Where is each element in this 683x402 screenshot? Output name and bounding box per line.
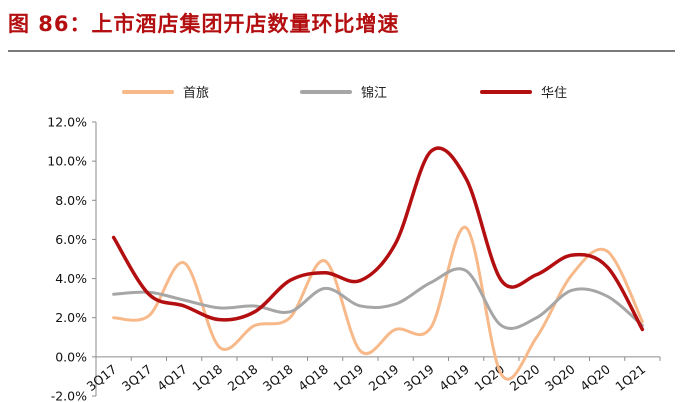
y-tick-label: 4.0% (55, 271, 87, 286)
y-tick-label: -2.0% (51, 389, 87, 402)
x-tick-label: 4Q20 (577, 361, 613, 394)
x-tick-label: 4Q19 (436, 361, 472, 394)
y-tick-label: 0.0% (55, 349, 87, 364)
y-tick-label: 8.0% (55, 193, 87, 208)
chart-legend: 首旅 锦江 华住 (122, 86, 567, 101)
x-axis-labels: 3Q17 3Q17 4Q17 1Q18 2Q18 3Q18 4Q18 1Q19 2Q19 3Q19… (84, 356, 661, 394)
series-lines (111, 146, 645, 381)
x-tick-label: 1Q18 (189, 361, 225, 394)
x-tick-label: 3Q17 (84, 361, 120, 394)
x-tick-label: 1Q20 (471, 361, 507, 394)
chart-axes (95, 122, 660, 396)
title-divider (8, 50, 675, 52)
x-tick-label: 1Q19 (330, 361, 366, 394)
y-axis-labels: 12.0% 10.0% 8.0% 6.0% 4.0% 2.0% 0.0% -2.0% (47, 115, 96, 402)
x-tick-label: 4Q18 (295, 361, 331, 394)
x-tick-label: 3Q20 (542, 361, 578, 394)
figure-title: 图 86：上市酒店集团开店数量环比增速 (8, 12, 400, 36)
legend-label-2: 锦江 (361, 86, 387, 101)
x-tick-label: 3Q18 (260, 361, 296, 394)
y-tick-label: 2.0% (55, 310, 87, 325)
series-line-2 (112, 267, 644, 330)
x-tick-label: 1Q21 (612, 361, 648, 394)
y-tick-label: 10.0% (47, 154, 87, 169)
legend-label-3: 华住 (541, 86, 567, 101)
legend-label-1: 首旅 (183, 86, 209, 101)
y-tick-label: 6.0% (55, 232, 87, 247)
x-tick-label: 3Q19 (401, 361, 437, 394)
series-line-3 (111, 146, 645, 332)
x-tick-label: 2Q18 (225, 361, 261, 394)
x-tick-label: 2Q19 (366, 361, 402, 394)
x-tick-label: 4Q17 (154, 361, 190, 394)
y-tick-label: 12.0% (47, 115, 87, 130)
x-tick-label: 3Q17 (119, 361, 155, 394)
series-line-1 (112, 226, 644, 381)
